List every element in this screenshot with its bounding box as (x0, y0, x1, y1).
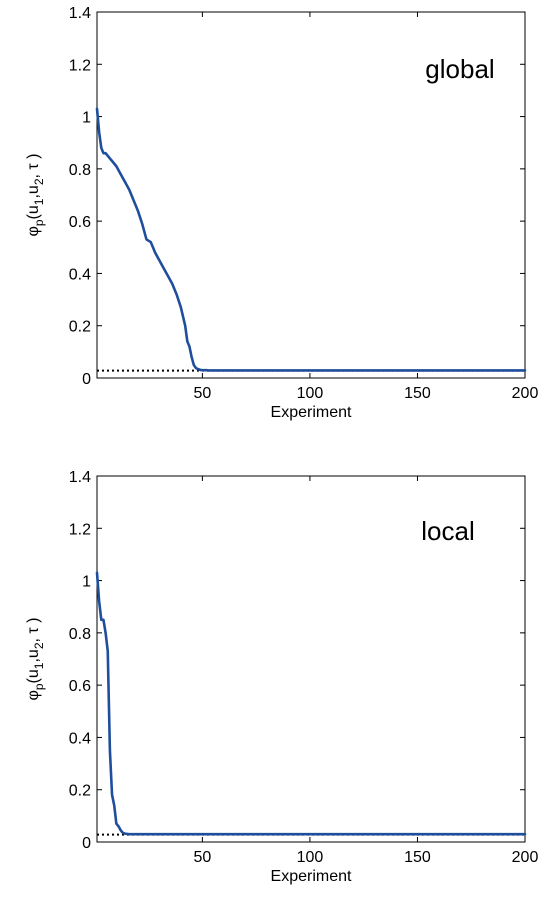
y-axis-label-sub-2: 2 (32, 642, 46, 649)
y-axis-label-open: (u (25, 205, 42, 219)
y-tick-label: 0.4 (69, 730, 91, 747)
x-tick-label: 100 (297, 385, 324, 402)
y-tick-label: 0.8 (69, 162, 91, 179)
y-axis-label-sub-p: p (32, 683, 46, 690)
series-line-0 (95, 107, 527, 372)
y-tick-label: 0.2 (69, 783, 91, 800)
y-tick-label: 0.6 (69, 214, 91, 231)
y-tick-label: 1.2 (69, 57, 91, 74)
y-tick-label: 0.2 (69, 319, 91, 336)
plot-area-frame (96, 475, 526, 843)
y-tick-label: 1 (82, 110, 91, 127)
x-tick-label: 50 (193, 385, 211, 402)
y-tick-label: 0.4 (69, 266, 91, 283)
chart-annotation: global (425, 54, 494, 84)
y-tick-label: 1.4 (69, 5, 91, 22)
y-tick-label: 0 (82, 835, 91, 852)
x-tick-label: 200 (512, 385, 539, 402)
y-axis-label-open: (u (25, 669, 42, 683)
x-tick-label: 150 (404, 385, 431, 402)
x-tick-label: 50 (193, 849, 211, 866)
plot-area-frame (96, 11, 526, 379)
y-tick-label: 1 (82, 574, 91, 591)
y-axis-label-mid: ,u (25, 185, 42, 198)
x-axis-label: Experiment (271, 404, 352, 421)
y-axis-label-sub-1: 1 (32, 662, 46, 669)
y-axis-label: φp(u1,u2, τ ) (25, 154, 46, 237)
series-line-0 (95, 571, 527, 836)
chart-panel-local: 0 0.2 0.4 0.6 0.8 1 1.2 1.4 50 100 150 200 Experimen… (25, 469, 538, 885)
x-tick-label: 200 (512, 849, 539, 866)
y-axis-label-sub-p: p (32, 219, 46, 226)
x-tick-label: 150 (404, 849, 431, 866)
chart-annotation: local (421, 516, 474, 546)
y-axis-label-base: φ (25, 226, 42, 236)
y-tick-label: 1.4 (69, 469, 91, 486)
y-axis-label-sub-1: 1 (32, 198, 46, 205)
y-tick-label: 0 (82, 371, 91, 388)
y-axis-label-sub-2: 2 (32, 178, 46, 185)
y-axis-label-close: , τ ) (25, 618, 42, 643)
y-axis-label-base: φ (25, 690, 42, 700)
y-tick-label: 0.8 (69, 626, 91, 643)
y-axis-label-mid: ,u (25, 649, 42, 662)
y-axis-label: φp(u1,u2, τ ) (25, 618, 46, 701)
y-tick-label: 0.6 (69, 678, 91, 695)
x-axis-label: Experiment (271, 868, 352, 885)
chart-panel-global: 0 0.2 0.4 0.6 0.8 1 1.2 1.4 50 100 150 200 Experimen… (25, 5, 538, 421)
y-axis-label-close: , τ ) (25, 154, 42, 179)
y-tick-label: 1.2 (69, 521, 91, 538)
x-tick-label: 100 (297, 849, 324, 866)
